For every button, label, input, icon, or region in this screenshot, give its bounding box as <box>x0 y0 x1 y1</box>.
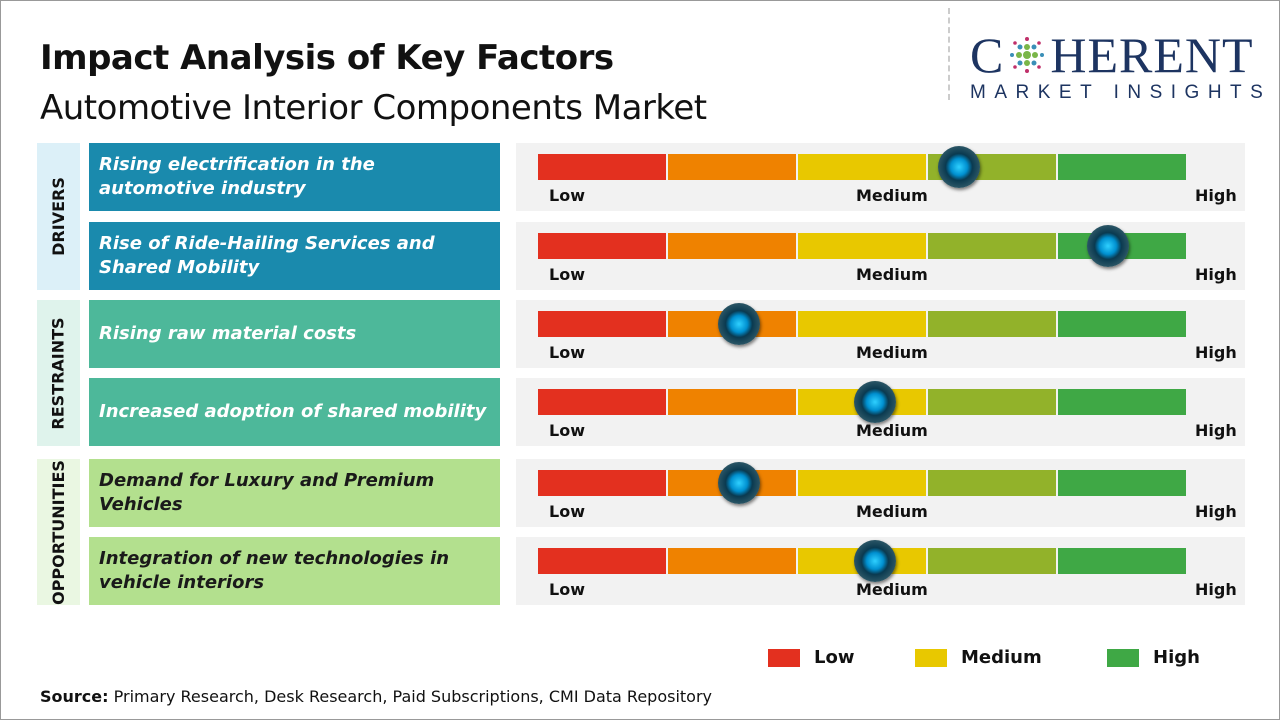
category-label: DRIVERS <box>37 143 80 290</box>
scale-segment <box>668 154 796 180</box>
legend-swatch <box>915 648 947 667</box>
scale-label: High <box>1195 502 1237 521</box>
scale-label: Medium <box>856 265 928 284</box>
scale-label: High <box>1195 580 1237 599</box>
scale-segment <box>668 548 796 574</box>
scale-segment <box>798 154 926 180</box>
legend-swatch <box>768 648 800 667</box>
scale-segment <box>1058 311 1186 337</box>
scale-label: Medium <box>856 186 928 205</box>
scale-label: Medium <box>856 343 928 362</box>
scale-segment <box>538 154 666 180</box>
impact-indicator <box>938 146 981 188</box>
legend-item: Medium <box>915 647 1042 668</box>
scale-segment <box>928 311 1056 337</box>
impact-meter: Low Medium High <box>516 143 1245 211</box>
scale-label: High <box>1195 265 1237 284</box>
scale-label: Medium <box>856 421 928 440</box>
impact-meter: Low Medium High <box>516 300 1245 368</box>
impact-meter: Low Medium High <box>516 537 1245 605</box>
globe-icon <box>1010 37 1045 73</box>
scale-label: Low <box>549 265 585 284</box>
scale-label: Low <box>549 186 585 205</box>
scale-segment <box>1058 389 1186 415</box>
scale-label: High <box>1195 421 1237 440</box>
scale-segment <box>928 548 1056 574</box>
impact-scale <box>538 470 1186 496</box>
scale-label: Low <box>549 421 585 440</box>
scale-segment <box>798 470 926 496</box>
factor-label: Integration of new technologies in vehic… <box>89 537 500 605</box>
scale-label: Medium <box>856 502 928 521</box>
scale-segment <box>668 389 796 415</box>
scale-segment <box>538 389 666 415</box>
impact-scale <box>538 154 1186 180</box>
legend-swatch <box>1107 648 1139 667</box>
scale-label: High <box>1195 186 1237 205</box>
scale-label: Low <box>549 343 585 362</box>
impact-meter: Low Medium High <box>516 459 1245 527</box>
category-label: OPPORTUNITIES <box>37 459 80 605</box>
scale-segment <box>798 311 926 337</box>
logo: C HERENT MARKET INSIGHTS <box>970 27 1272 103</box>
scale-segment <box>538 311 666 337</box>
impact-indicator <box>717 303 760 345</box>
logo-tagline: MARKET INSIGHTS <box>970 82 1272 103</box>
scale-segment <box>1058 154 1186 180</box>
scale-segment <box>1058 470 1186 496</box>
impact-indicator <box>717 462 760 504</box>
scale-label: Low <box>549 502 585 521</box>
factor-label: Rise of Ride-Hailing Services and Shared… <box>89 222 500 290</box>
scale-segment <box>928 389 1056 415</box>
factor-label: Rising electrification in the automotive… <box>89 143 500 211</box>
impact-indicator <box>1087 225 1130 267</box>
scale-label: High <box>1195 343 1237 362</box>
chart-title: Impact Analysis of Key Factors <box>40 38 614 78</box>
impact-meter: Low Medium High <box>516 222 1245 290</box>
scale-segment <box>668 233 796 259</box>
scale-segment <box>928 233 1056 259</box>
factor-label: Increased adoption of shared mobility <box>89 378 500 446</box>
legend-item: High <box>1107 647 1200 668</box>
legend-item: Low <box>768 647 854 668</box>
impact-scale <box>538 311 1186 337</box>
factor-label: Rising raw material costs <box>89 300 500 368</box>
logo-divider <box>948 8 950 100</box>
scale-label: Medium <box>856 580 928 599</box>
impact-indicator <box>853 540 896 582</box>
scale-label: Low <box>549 580 585 599</box>
scale-segment <box>538 470 666 496</box>
impact-indicator <box>853 381 896 423</box>
factor-label: Demand for Luxury and Premium Vehicles <box>89 459 500 527</box>
category-label: RESTRAINTS <box>37 300 80 446</box>
scale-segment <box>928 470 1056 496</box>
source-note: Source: Primary Research, Desk Research,… <box>40 687 712 706</box>
scale-segment <box>538 233 666 259</box>
scale-segment <box>538 548 666 574</box>
scale-segment <box>1058 548 1186 574</box>
chart-subtitle: Automotive Interior Components Market <box>40 88 707 128</box>
impact-meter: Low Medium High <box>516 378 1245 446</box>
scale-segment <box>798 233 926 259</box>
